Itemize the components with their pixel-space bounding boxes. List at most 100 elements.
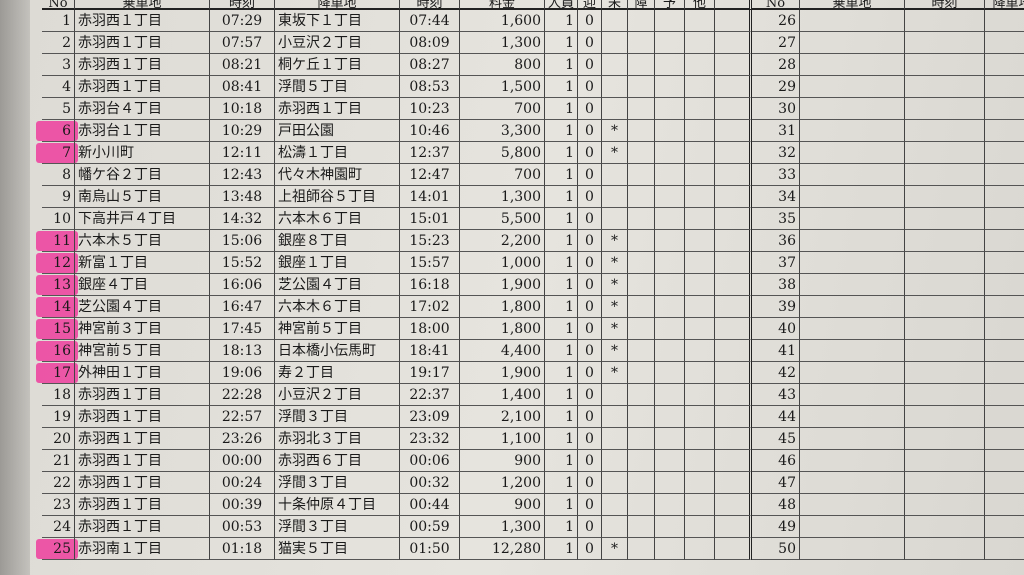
row-number: 31 [752,120,800,142]
table-cell: 08:53 [400,76,460,98]
table-cell [800,274,905,296]
table-cell: 0 [578,516,602,538]
table-cell: 赤羽西１丁目 [75,516,210,538]
row-number: 28 [752,54,800,76]
table-cell: 新小川町 [75,142,210,164]
table-cell [685,230,715,252]
table-cell [628,54,655,76]
table-cell [655,98,685,120]
table-cell: 0 [578,142,602,164]
table-cell [800,10,905,32]
table-cell [905,384,985,406]
table-cell: 六本木５丁目 [75,230,210,252]
table-cell: 1,300 [460,32,545,54]
table-cell [655,318,685,340]
table-cell: 18:00 [400,318,460,340]
header-cell: 乗車地 [800,0,905,10]
table-cell: 10:29 [210,120,275,142]
table-cell [985,186,1024,208]
table-cell: 15:06 [210,230,275,252]
header-cell: 乗車地 [75,0,210,10]
table-cell [905,164,985,186]
table-cell [985,538,1024,560]
table-cell [715,450,752,472]
table-cell [800,164,905,186]
row-number: 13 [42,274,75,296]
table-cell [800,142,905,164]
table-cell [685,296,715,318]
table-cell: 22:57 [210,406,275,428]
table-cell [655,120,685,142]
table-cell [800,516,905,538]
table-cell [905,340,985,362]
table-cell [655,76,685,98]
table-cell [628,142,655,164]
table-cell [800,186,905,208]
table-cell [602,208,628,230]
log-sheet: No乗車地時刻降車地時刻料金人員迎未障予他No乗車地時刻降車地1赤羽西１丁目07… [30,0,1024,575]
table-cell [655,32,685,54]
header-cell: 時刻 [400,0,460,10]
table-cell [985,450,1024,472]
table-cell: 下高井戸４丁目 [75,208,210,230]
table-cell: 12:43 [210,164,275,186]
table-cell: 18:13 [210,340,275,362]
table-cell [905,494,985,516]
highlighter-mark [36,319,78,339]
table-cell [655,516,685,538]
table-cell [800,340,905,362]
table-cell: 1 [545,230,578,252]
table-cell [628,208,655,230]
table-cell [985,274,1024,296]
table-cell [905,208,985,230]
table-cell: 浮間３丁目 [275,472,400,494]
table-cell: 12,280 [460,538,545,560]
row-number: 21 [42,450,75,472]
row-number: 39 [752,296,800,318]
table-cell: 東坂下１丁目 [275,10,400,32]
table-cell: 2,100 [460,406,545,428]
table-cell [602,98,628,120]
table-cell [715,120,752,142]
row-number: 25 [42,538,75,560]
table-cell [655,538,685,560]
table-cell: 0 [578,230,602,252]
table-cell: 00:24 [210,472,275,494]
table-cell: 00:59 [400,516,460,538]
table-cell: 1,800 [460,296,545,318]
table-cell: 17:45 [210,318,275,340]
table-cell [905,54,985,76]
table-cell [800,406,905,428]
row-number: 33 [752,164,800,186]
table-cell [628,120,655,142]
table-cell: 16:47 [210,296,275,318]
table-cell: 07:44 [400,10,460,32]
row-number: 4 [42,76,75,98]
table-cell [655,142,685,164]
table-cell [985,340,1024,362]
table-cell [905,318,985,340]
table-cell: 1 [545,252,578,274]
table-cell: 0 [578,406,602,428]
table-cell [985,142,1024,164]
table-cell: 1 [545,472,578,494]
table-cell: 12:11 [210,142,275,164]
table-cell: 1 [545,274,578,296]
row-number: 32 [752,142,800,164]
table-cell: 赤羽西１丁目 [75,32,210,54]
header-cell: 時刻 [210,0,275,10]
header-cell: No [42,0,75,10]
table-cell [905,76,985,98]
table-cell: 00:44 [400,494,460,516]
table-cell [685,538,715,560]
header-cell: 予 [655,0,685,10]
table-cell: * [602,538,628,560]
table-cell: 赤羽西１丁目 [75,10,210,32]
table-cell: 0 [578,10,602,32]
row-number: 17 [42,362,75,384]
table-cell: 0 [578,120,602,142]
table-cell [715,274,752,296]
header-cell: 料金 [460,0,545,10]
table-cell [602,516,628,538]
table-cell: * [602,230,628,252]
